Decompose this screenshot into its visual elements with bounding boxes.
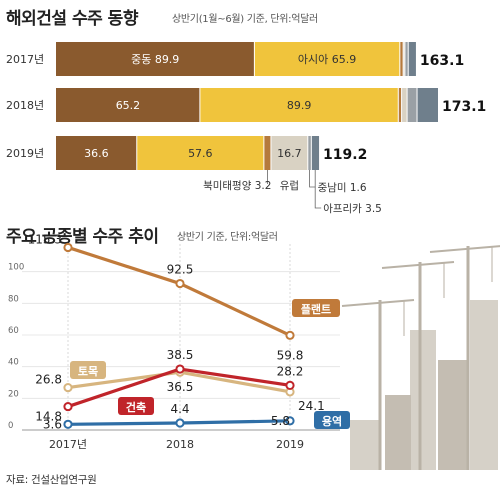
bar-segment [408, 42, 416, 76]
callout-leader [314, 170, 322, 209]
bar-segment [56, 42, 255, 76]
data-point [175, 278, 185, 289]
bar-total-label: 163.1 [420, 53, 464, 69]
data-value-label: 59.8 [277, 348, 304, 362]
x-tick-label: 2018 [166, 438, 194, 451]
top-chart-title: 해외건설 수주 동향 [6, 9, 138, 29]
data-value-label: 14.8 [35, 410, 62, 424]
bar-segment [307, 136, 312, 170]
data-point [285, 380, 295, 390]
skyline-building [385, 395, 411, 470]
bar-value-label: 57.6 [188, 147, 213, 160]
bar-total-label: 119.2 [323, 147, 367, 163]
data-value-label: 38.5 [167, 348, 194, 362]
callout-label: 아프리카 3.5 [323, 203, 382, 215]
y-tick-label: 40 [8, 358, 19, 368]
data-value-label: 26.8 [35, 373, 62, 387]
bar-segment [399, 42, 404, 76]
bar-year-label: 2019년 [6, 147, 44, 160]
crane-jib [381, 261, 455, 269]
crane-jib [429, 245, 500, 253]
bar-segment [401, 88, 408, 122]
data-point [63, 382, 73, 393]
series-name-label: 토목 [78, 365, 98, 378]
crane-jib [341, 299, 415, 307]
bar-segment [417, 88, 438, 122]
data-point [285, 416, 295, 426]
y-tick-label: 0 [8, 421, 13, 431]
y-tick-label: 100 [8, 263, 24, 273]
data-value-label: 28.2 [277, 364, 304, 378]
data-value-label: 3.6 [43, 417, 62, 431]
bar-segment [56, 136, 137, 170]
bar-segment [398, 88, 402, 122]
data-value-label: 115.3 [28, 232, 62, 246]
bar-segment [254, 42, 400, 76]
skyline-building [410, 330, 436, 470]
data-point [175, 418, 185, 428]
bar-segment [404, 42, 409, 76]
callout-label: 유럽 [280, 179, 299, 192]
bar-value-label: 아시아 65.9 [298, 53, 356, 66]
data-point [285, 330, 295, 340]
series-name-tag [118, 397, 154, 415]
y-tick-label: 60 [8, 326, 19, 336]
bar-segment [263, 136, 271, 170]
bar-segment [56, 88, 200, 122]
data-value-label: 5.8 [271, 414, 290, 428]
x-tick-label: 2019 [276, 438, 304, 451]
bar-year-label: 2018년 [6, 99, 44, 112]
top-chart-note: 상반기(1월~6월) 기준, 단위:억달러 [172, 14, 318, 25]
data-point [63, 419, 73, 429]
bottom-chart-title: 주요 공종별 수주 추이 [6, 227, 159, 247]
series-line [67, 245, 291, 337]
regional-stacked-bar-chart: 2017년 163.1 2018년 173.1 2019년 119.2 중동 89.9 아시아… [6, 42, 486, 215]
data-value-label: 24.1 [298, 399, 325, 413]
y-tick-label: 20 [8, 389, 19, 399]
data-value-label: 36.5 [167, 380, 194, 394]
bar-value-label: 36.6 [84, 147, 109, 160]
skyline-building [350, 420, 380, 470]
skyline-building [470, 300, 498, 470]
y-tick-label: 80 [8, 294, 19, 304]
series-name-label: 건축 [126, 400, 146, 414]
source-note: 자료: 건설산업연구원 [6, 474, 97, 486]
bar-segment [403, 42, 405, 76]
bar-value-label: 65.2 [116, 99, 141, 112]
bar-segment [199, 88, 399, 122]
bar-year-label: 2017년 [6, 53, 44, 66]
bar-segment [311, 136, 320, 170]
bar-total-label: 173.1 [442, 99, 486, 115]
data-point [63, 242, 73, 253]
series-name-label: 용역 [322, 414, 342, 428]
bar-value-label: 중동 89.9 [131, 53, 179, 66]
data-point [175, 364, 185, 374]
skyline-building [438, 360, 468, 470]
callout-label: 북미태평양 3.2 [203, 180, 271, 192]
bar-segment [407, 88, 418, 122]
series-name-tag [314, 411, 350, 429]
series-name-tag [70, 361, 106, 379]
series-name-label: 플랜트 [301, 302, 331, 316]
callout-label: 중남미 1.6 [318, 182, 367, 194]
data-point [63, 401, 73, 412]
x-tick-label: 2017년 [49, 438, 87, 451]
bar-segment [136, 136, 264, 170]
bar-value-label: 89.9 [287, 99, 312, 112]
data-value-label: 92.5 [167, 263, 194, 277]
callout-leader [309, 170, 316, 188]
data-value-label: 4.4 [170, 402, 189, 416]
work-type-line-chart: 0 20 40 60 80 100 2017년 2018 2019 115.3 92.5 59.8 플랜… [8, 232, 350, 451]
series-name-tag [292, 299, 340, 317]
bar-segment [270, 136, 308, 170]
bar-value-label: 16.7 [277, 147, 302, 160]
bottom-chart-note: 상반기 기준, 단위:억달러 [177, 232, 278, 243]
construction-skyline-illustration [341, 245, 500, 470]
